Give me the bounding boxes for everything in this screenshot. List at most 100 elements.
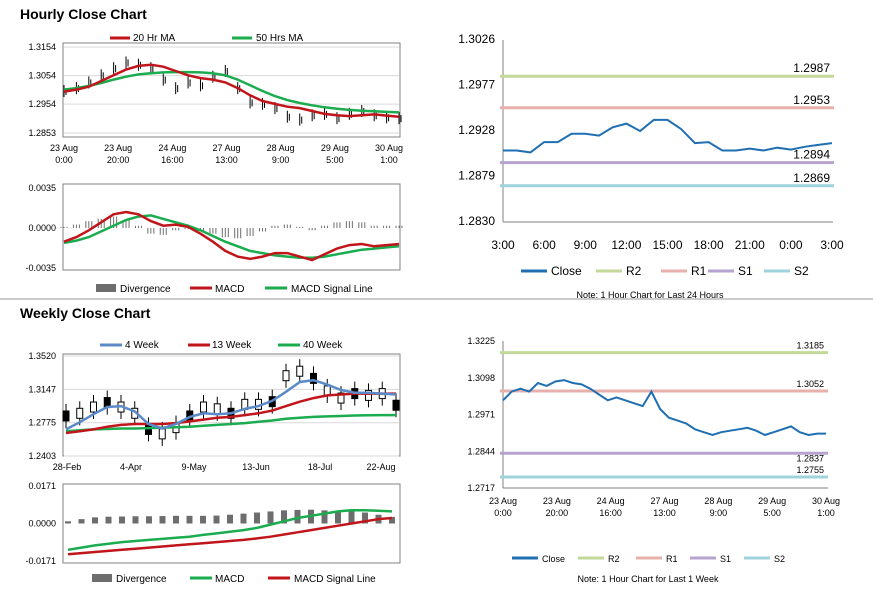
hourly-price-xtick-date: 24 Aug xyxy=(158,143,186,153)
hourly-price-xtick-time: 16:00 xyxy=(161,155,184,165)
hl-xtick-label: 3:00 xyxy=(491,238,515,252)
hourly-macd-chart: 0.0035 0.0000 -0.0035 Divergence MACD MACD… xyxy=(25,183,403,295)
hourly-price-ytick-label: 1.3154 xyxy=(28,42,56,52)
weekly-divergence-bar xyxy=(213,515,220,524)
weekly-divergence-bar xyxy=(281,510,287,524)
weekly-divergence-bar xyxy=(132,516,139,524)
hl-xtick-label: 6:00 xyxy=(532,238,556,252)
weekly-13wk-line xyxy=(65,392,396,435)
weekly-candle-body xyxy=(392,399,400,411)
wl-legend-label-s1: S1 xyxy=(720,554,731,564)
wl-legend-label-close: Close xyxy=(542,554,565,564)
weekly-candle-body xyxy=(62,410,70,422)
weekly-candle-body xyxy=(76,407,84,419)
wl-close-line xyxy=(502,379,826,437)
legend-swatch-weekly-divergence xyxy=(92,574,112,582)
weekly-macd-chart: 0.0171 0.0000 -0.0171 Divergence MACD MACD… xyxy=(25,481,401,585)
legend-label-50hr-ma: 50 Hrs MA xyxy=(256,33,304,44)
hourly-price-xtick-time: 1:00 xyxy=(380,155,398,165)
hl-level-label-s1: 1.2894 xyxy=(793,148,830,162)
hl-levels-ytick-label: 1.2879 xyxy=(458,169,495,183)
wl-levels-ytick-label: 1.3098 xyxy=(467,373,495,383)
weekly-price-ytick-label: 1.2775 xyxy=(28,418,56,428)
weekly-divergence-bar xyxy=(335,510,341,524)
weekly-macd-ytick-label: 0.0000 xyxy=(28,519,56,529)
weekly-candle-body xyxy=(310,372,317,384)
hl-level-label-r1: 1.2953 xyxy=(793,93,830,107)
wl-xtick-time: 13:00 xyxy=(653,508,676,518)
weekly-price-ytick-label: 1.2403 xyxy=(28,451,56,461)
weekly-price-xtick-label: 9-May xyxy=(181,462,207,472)
weekly-candle-body xyxy=(296,365,304,377)
wl-xtick-date: 24 Aug xyxy=(597,496,625,506)
hl-levels-ytick-label: 1.2928 xyxy=(458,123,495,137)
hourly-price-ytick-label: 1.2954 xyxy=(28,99,56,109)
hourly-price-xtick-time: 20:00 xyxy=(107,155,130,165)
hourly-price-xtick-date: 28 Aug xyxy=(267,143,295,153)
weekly-divergence-bar xyxy=(362,512,368,524)
weekly-candle-body xyxy=(337,392,345,404)
hourly-price-xtick-date: 30 Aug xyxy=(375,143,403,153)
weekly-divergence-bar xyxy=(227,514,233,524)
wl-xtick-time: 5:00 xyxy=(763,508,781,518)
weekly-price-xtick-label: 28-Feb xyxy=(53,462,82,472)
wl-level-label-r2: 1.3185 xyxy=(796,341,824,351)
weekly-divergence-bar xyxy=(254,512,260,524)
legend-label-weekly-macd: MACD xyxy=(215,574,244,585)
hl-xtick-label: 3:00 xyxy=(820,238,844,252)
weekly-divergence-bar xyxy=(78,519,85,524)
weekly-divergence-bar xyxy=(267,511,274,524)
weekly-divergence-bar xyxy=(92,517,98,524)
wl-legend-label-r1: R1 xyxy=(666,554,678,564)
weekly-macd-line xyxy=(67,509,393,552)
weekly-macd-ytick-label: 0.0171 xyxy=(28,481,56,491)
weekly-candle-body xyxy=(365,389,372,401)
weekly-divergence-bar xyxy=(65,521,71,524)
wl-xtick-time: 16:00 xyxy=(599,508,622,518)
hl-close-line xyxy=(503,118,833,154)
wl-xtick-date: 29 Aug xyxy=(758,496,786,506)
weekly-divergence-bar xyxy=(105,516,112,524)
legend-swatch-divergence xyxy=(96,284,116,292)
hourly-levels-chart: 1.3026 1.2977 1.2928 1.2879 1.2830 3:00 6:00 9… xyxy=(458,32,844,300)
hourly-price-plot-frame xyxy=(62,42,401,138)
weekly-divergence-bar xyxy=(173,515,179,524)
legend-label-macd-signal: MACD Signal Line xyxy=(291,284,373,295)
wl-xtick-time: 9:00 xyxy=(710,508,728,518)
hourly-price-ytick-label: 1.2853 xyxy=(28,128,56,138)
hourly-levels-note: Note: 1 Hour Chart for Last 24 Hours xyxy=(576,290,724,300)
wl-level-label-s1: 1.2837 xyxy=(796,453,824,463)
hl-xtick-label: 15:00 xyxy=(652,238,682,252)
weekly-divergence-bar xyxy=(200,515,206,524)
hl-legend-label-s1: S1 xyxy=(738,264,753,278)
hourly-macd-line xyxy=(63,210,400,262)
wl-level-label-s2: 1.2755 xyxy=(796,465,824,475)
wl-xtick-date: 28 Aug xyxy=(704,496,732,506)
hourly-price-xtick-time: 9:00 xyxy=(272,155,290,165)
wl-xtick-time: 1:00 xyxy=(817,508,835,518)
hourly-20hr-ma-line xyxy=(63,63,400,118)
hl-legend-label-s2: S2 xyxy=(794,264,809,278)
weekly-macd-signal-line xyxy=(67,516,393,556)
wl-levels-ytick-label: 1.3225 xyxy=(467,336,495,346)
weekly-divergence-bar xyxy=(389,516,395,524)
weekly-divergence-bar xyxy=(146,516,152,524)
wl-xtick-date: 23 Aug xyxy=(489,496,517,506)
weekly-candle-body xyxy=(282,370,290,382)
hourly-price-ytick-label: 1.3054 xyxy=(28,71,56,81)
weekly-divergence-bar xyxy=(294,509,301,524)
weekly-candle-body xyxy=(90,401,97,413)
weekly-divergence-bar xyxy=(240,513,247,524)
hourly-macd-ytick-label: -0.0035 xyxy=(25,263,56,273)
hl-level-label-r2: 1.2987 xyxy=(793,61,830,75)
hourly-price-xtick-date: 27 Aug xyxy=(212,143,240,153)
weekly-candle-body xyxy=(200,401,207,413)
hourly-price-xtick-date: 29 Aug xyxy=(321,143,349,153)
hourly-price-xtick-date: 23 Aug xyxy=(50,143,78,153)
hourly-macd-ytick-label: 0.0035 xyxy=(28,183,56,193)
weekly-section-title: Weekly Close Chart xyxy=(20,305,151,321)
weekly-price-ytick-label: 1.3147 xyxy=(28,384,56,394)
hl-levels-ytick-label: 1.2977 xyxy=(458,78,495,92)
hourly-section-title: Hourly Close Chart xyxy=(20,6,147,22)
wl-xtick-date: 23 Aug xyxy=(543,496,571,506)
